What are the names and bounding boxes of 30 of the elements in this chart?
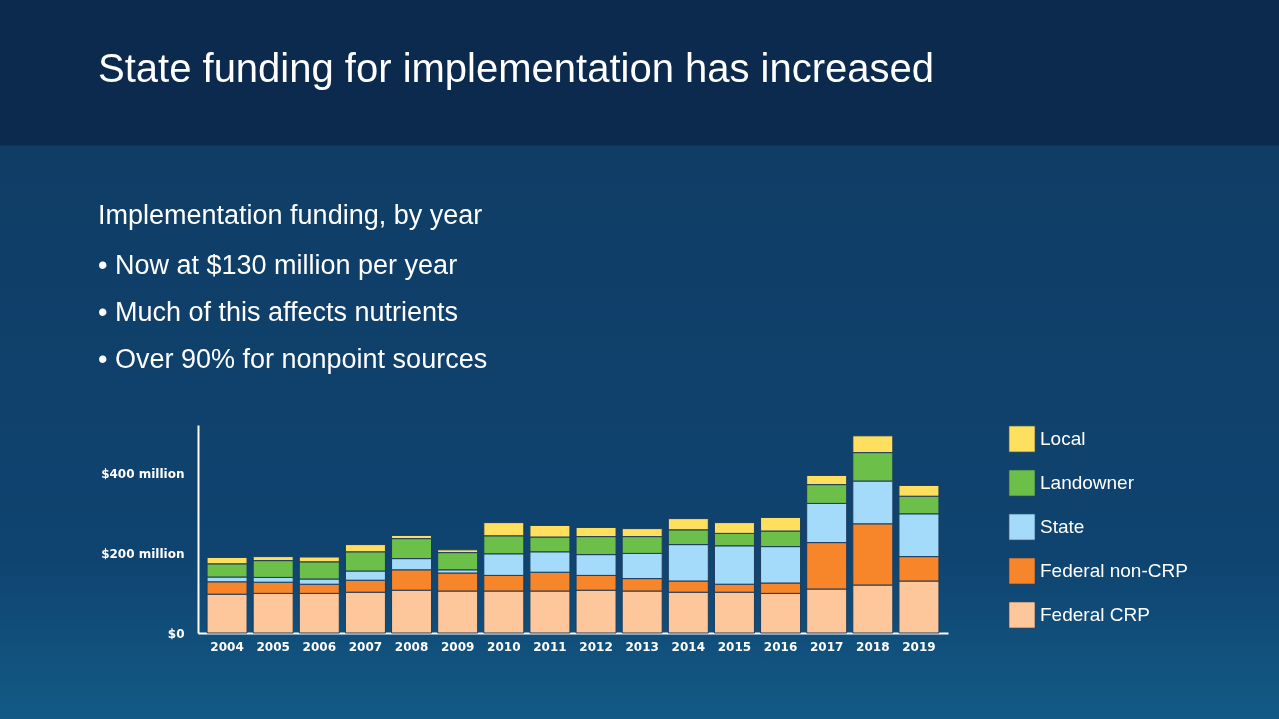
x-tick-label: 2010 [487,639,521,654]
x-tick-label: 2018 [856,639,890,654]
legend-label: Federal CRP [1040,604,1150,625]
text: • Now at $130 million per year [98,250,459,281]
y-tick-label: $200 million [101,546,185,561]
x-tick-label: 2006 [302,639,337,654]
x-tick-label: 2005 [256,639,290,654]
legend-label: Landowner [1040,472,1135,493]
text: • Much of this affects nutrients [98,297,460,328]
x-tick-label: 2017 [809,639,844,654]
x-tick-label: 2019 [902,639,936,654]
x-tick-label: 2012 [579,639,613,654]
x-tick-label: 2015 [717,639,752,654]
legend-label: State [1040,516,1085,537]
y-tick-label: $400 million [101,466,185,481]
x-tick-label: 2014 [671,639,706,654]
x-tick-label: 2016 [763,639,798,654]
legend-label: Federal non-CRP [1040,560,1188,581]
x-tick-label: 2009 [440,639,475,654]
text: • Over 90% for nonpoint sources [98,344,488,375]
chart-subtitle: Implementation funding, by year [98,200,483,231]
x-tick-label: 2007 [348,639,383,654]
y-tick-label: $0 [167,626,185,641]
x-tick-label: 2011 [533,639,567,654]
legend-label: Local [1040,428,1086,449]
x-tick-label: 2004 [210,639,244,654]
chart-title: State funding for implementation has increased [98,46,935,91]
x-tick-label: 2013 [625,639,659,654]
bar [437,552,479,571]
x-tick-label: 2008 [394,639,429,654]
